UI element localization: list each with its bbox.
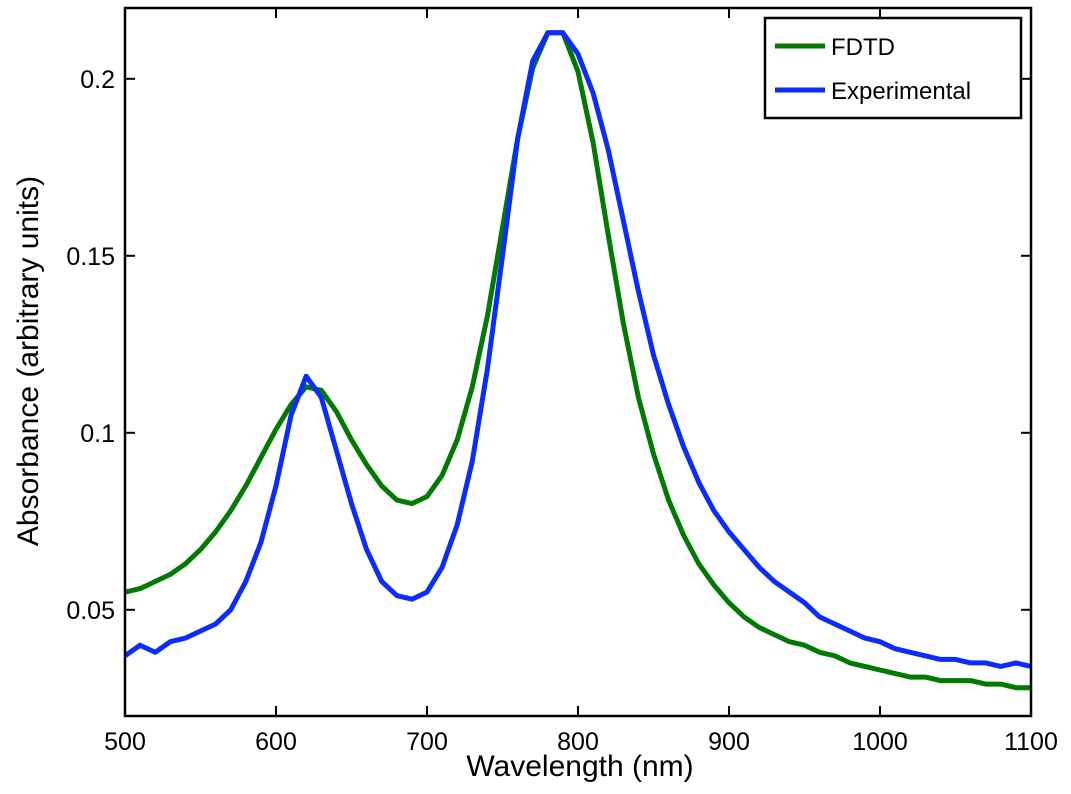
legend-label: FDTD: [831, 34, 895, 61]
x-tick-label: 500: [104, 728, 146, 756]
legend: FDTD Experimental: [763, 16, 1023, 120]
x-axis-label: Wavelength (nm): [466, 750, 693, 783]
y-tick-label: 0.2: [80, 66, 115, 94]
x-tick-label: 1000: [852, 728, 908, 756]
series-line: [124, 30, 1031, 691]
x-tick-label: 800: [557, 728, 599, 756]
plot-frame: [123, 6, 1033, 718]
legend-box: [763, 16, 1023, 120]
y-axis-label: Absorbance (arbitrary units): [12, 176, 45, 546]
y-tick-label: 0.15: [66, 243, 115, 271]
x-tick-label: 900: [708, 728, 750, 756]
y-tick-label: 0.1: [80, 420, 115, 448]
legend-label: Experimental: [831, 78, 971, 105]
x-tick-label: 700: [406, 728, 448, 756]
x-tick-label: 600: [255, 728, 297, 756]
y-tick-label: 0.05: [66, 597, 115, 625]
series-line: [123, 30, 1032, 669]
x-tick-label: 1100: [1004, 728, 1058, 756]
